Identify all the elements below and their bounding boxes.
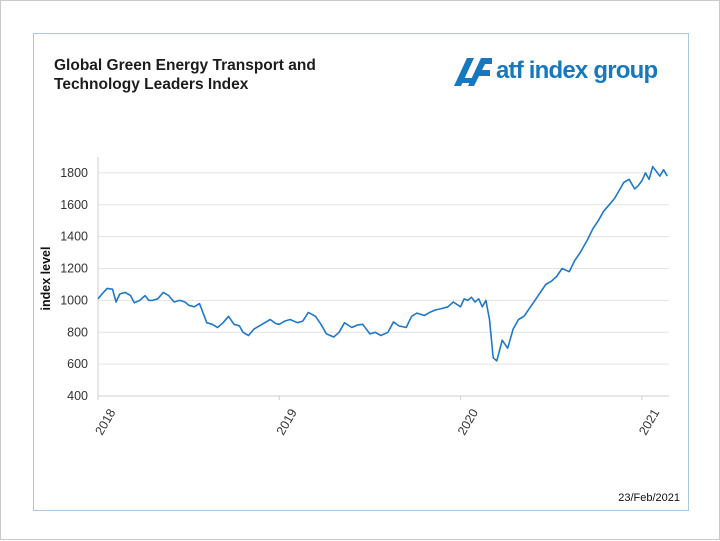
y-tick-label-1800: 1800 xyxy=(60,166,88,180)
y-tick-label-1200: 1200 xyxy=(60,262,88,276)
logo-text: atf index group xyxy=(496,57,658,84)
atf-logo-icon xyxy=(454,58,492,86)
x-tick-label-2020: 2020 xyxy=(455,406,481,437)
x-tick-label-2019: 2019 xyxy=(274,406,300,437)
x-tick-label-2018: 2018 xyxy=(92,406,118,437)
y-tick-label-600: 600 xyxy=(67,357,88,371)
title-line-1: Global Green Energy Transport and xyxy=(54,57,316,74)
series-line-0 xyxy=(97,165,668,362)
chart-panel: Global Green Energy Transport and Techno… xyxy=(33,33,689,511)
date-label: 23/Feb/2021 xyxy=(618,492,680,504)
atf-logo: atf index group xyxy=(454,54,658,88)
x-tick-label-2021: 2021 xyxy=(636,406,662,437)
y-tick-label-800: 800 xyxy=(67,325,88,339)
chart-title: Global Green Energy Transport and Techno… xyxy=(54,56,374,94)
y-tick-label-1400: 1400 xyxy=(60,230,88,244)
y-tick-label-400: 400 xyxy=(67,389,88,403)
y-axis-label: index level xyxy=(39,247,53,311)
title-line-2: Technology Leaders Index xyxy=(54,76,249,93)
y-tick-label-1000: 1000 xyxy=(60,293,88,307)
y-tick-label-1600: 1600 xyxy=(60,198,88,212)
